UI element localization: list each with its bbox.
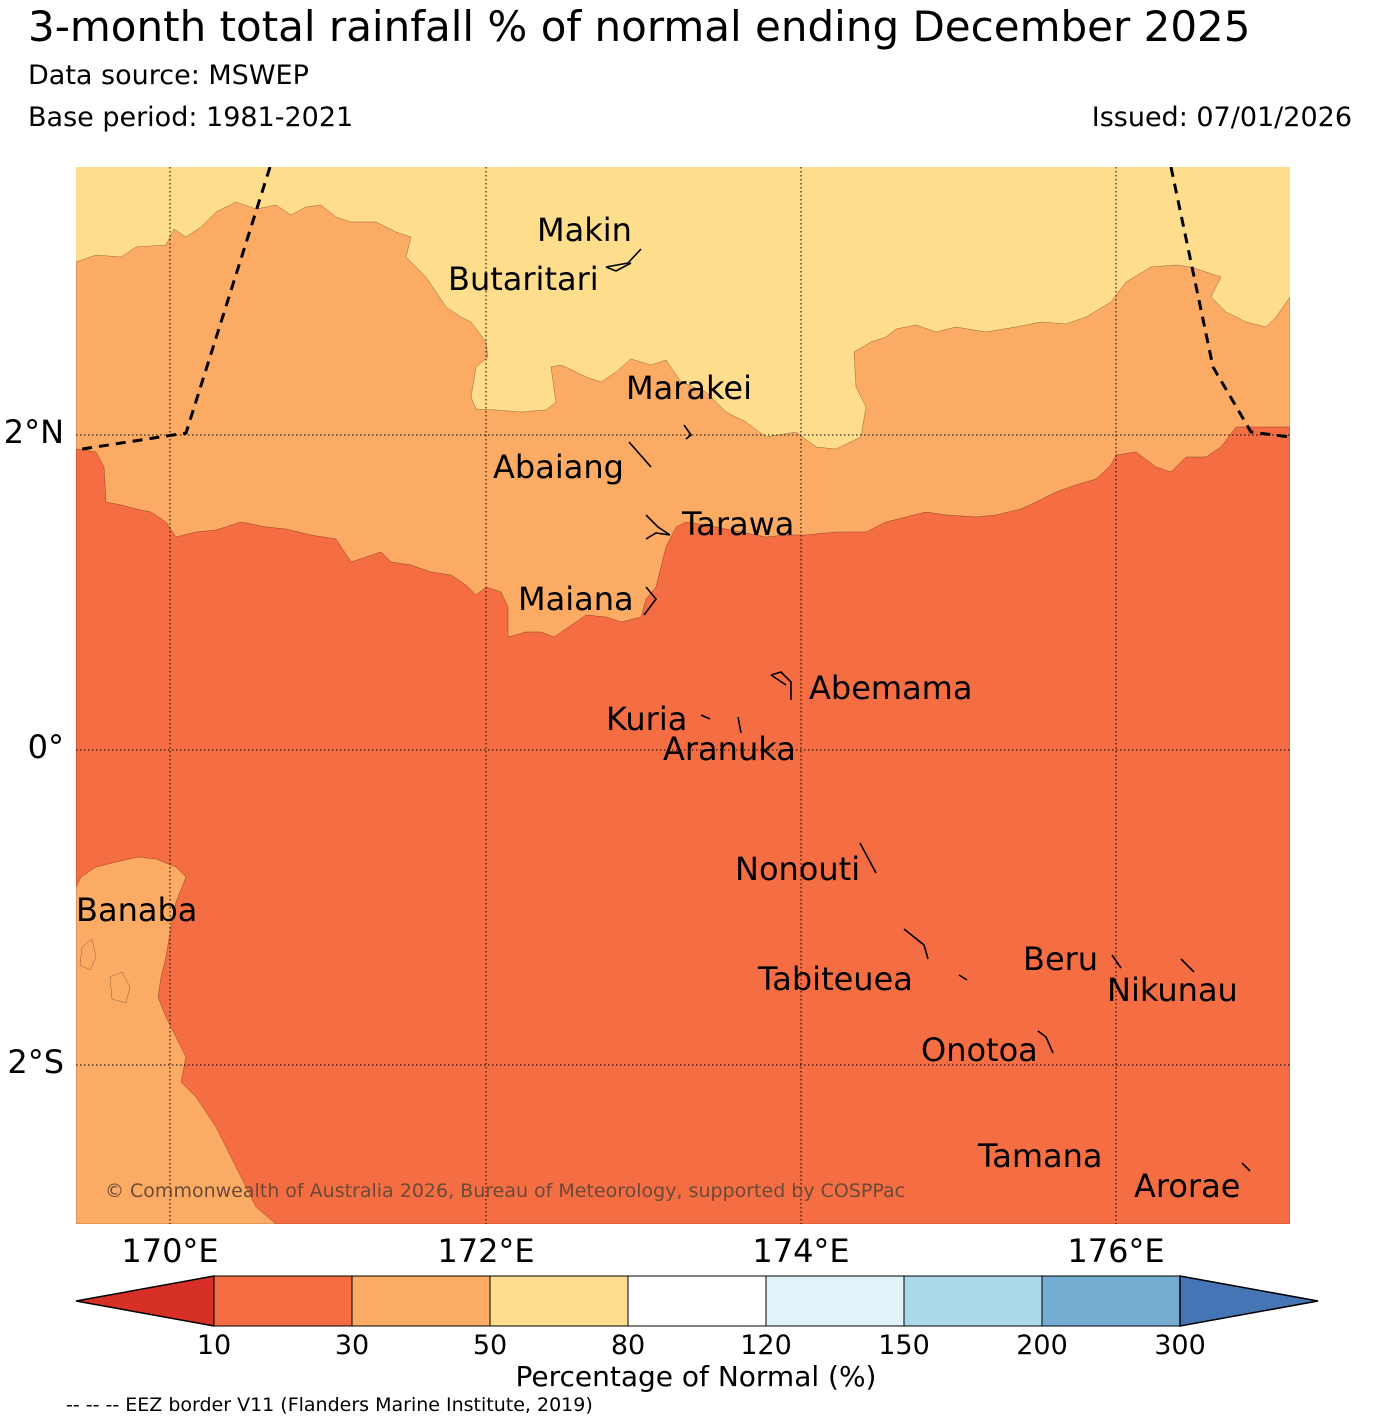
colorbar-tick-150: 150 — [878, 1330, 930, 1361]
lon-label-172e: 172°E — [437, 1232, 535, 1270]
colorbar-swatch-150-200 — [903, 1275, 1043, 1327]
colorbar-swatch-30-50 — [351, 1275, 491, 1327]
island-label-arorae: Arorae — [1134, 1167, 1241, 1205]
island-label-makin: Makin — [537, 211, 632, 249]
island-label-marakei: Marakei — [626, 369, 752, 407]
issued-date: Issued: 07/01/2026 — [1091, 102, 1352, 133]
map-title: 3-month total rainfall % of normal endin… — [28, 2, 1251, 51]
colorbar-tick-10: 10 — [196, 1330, 232, 1361]
abemama-outline — [770, 671, 792, 700]
lat-label-2s: 2°S — [7, 1043, 64, 1081]
lat-label-2n: 2°N — [3, 413, 64, 451]
banaba-pocket-2 — [109, 971, 131, 1004]
colorbar-tick-80: 80 — [610, 1330, 646, 1361]
eez-border-east — [1169, 167, 1290, 439]
island-label-abemama: Abemama — [809, 669, 973, 707]
lon-label-170e: 170°E — [121, 1232, 219, 1270]
colorbar-swatch-10-30 — [213, 1275, 353, 1327]
aranuka-outline — [737, 716, 742, 734]
lon-label-174e: 174°E — [752, 1232, 850, 1270]
colorbar-swatch-50-80 — [489, 1275, 629, 1327]
arorae-outline — [1241, 1162, 1251, 1172]
colorbar-tick-200: 200 — [1016, 1330, 1068, 1361]
island-label-aranuka: Aranuka — [663, 730, 796, 768]
island-label-butaritari: Butaritari — [448, 260, 599, 298]
beru-outline — [1111, 954, 1122, 969]
graticule — [76, 167, 1290, 1224]
butaritari-outline — [605, 248, 642, 272]
island-label-tamana: Tamana — [978, 1137, 1103, 1175]
colorbar-tick-120: 120 — [740, 1330, 792, 1361]
island-label-beru: Beru — [1023, 940, 1099, 978]
eez-border-note: -- -- -- EEZ border V11 (Flanders Marine… — [66, 1394, 593, 1416]
island-label-tabiteuea: Tabiteuea — [758, 960, 913, 998]
colorbar-swatch-200-300 — [1041, 1275, 1181, 1327]
colorbar-tick-50: 50 — [472, 1330, 508, 1361]
nonouti-outline — [859, 842, 877, 874]
lat-label-0: 0° — [27, 728, 64, 766]
marakei-outline — [683, 424, 693, 440]
island-label-banaba: Banaba — [76, 891, 198, 929]
island-label-abaiang: Abaiang — [493, 448, 624, 486]
nikunau-outline — [1180, 958, 1195, 973]
abaiang-outline — [628, 441, 652, 468]
colorbar-title: Percentage of Normal (%) — [515, 1360, 877, 1393]
island-label-tarawa: Tarawa — [682, 505, 795, 543]
rainfall-map — [76, 167, 1290, 1224]
base-period: Base period: 1981-2021 — [28, 102, 354, 133]
island-outlines — [605, 248, 1251, 1172]
eez-border-west — [76, 167, 272, 452]
colorbar-swatch-80-120 — [627, 1275, 767, 1327]
onotoa-outline — [1037, 1030, 1054, 1054]
colorbar-swatch-above-300 — [1179, 1275, 1319, 1327]
tarawa-outline — [645, 514, 671, 540]
kuria-outline — [700, 714, 711, 720]
island-label-nikunau: Nikunau — [1107, 971, 1238, 1009]
island-label-maiana: Maiana — [518, 580, 634, 618]
island-label-nonouti: Nonouti — [735, 850, 861, 888]
lon-label-176e: 176°E — [1067, 1232, 1165, 1270]
region-10-30 — [76, 426, 1290, 1224]
banaba-pocket — [79, 938, 97, 971]
tabiteuea-outline — [903, 928, 968, 981]
colorbar-tick-300: 300 — [1154, 1330, 1206, 1361]
copyright-notice: © Commonwealth of Australia 2026, Bureau… — [105, 1180, 906, 1202]
colorbar-swatch-120-150 — [765, 1275, 905, 1327]
colorbar-tick-30: 30 — [334, 1330, 370, 1361]
colorbar-swatch-below-10 — [75, 1275, 215, 1327]
colorbar — [75, 1275, 1319, 1327]
island-label-kuria: Kuria — [606, 700, 688, 738]
maiana-outline — [643, 586, 658, 616]
data-source: Data source: MSWEP — [28, 60, 309, 91]
island-label-onotoa: Onotoa — [921, 1031, 1038, 1069]
